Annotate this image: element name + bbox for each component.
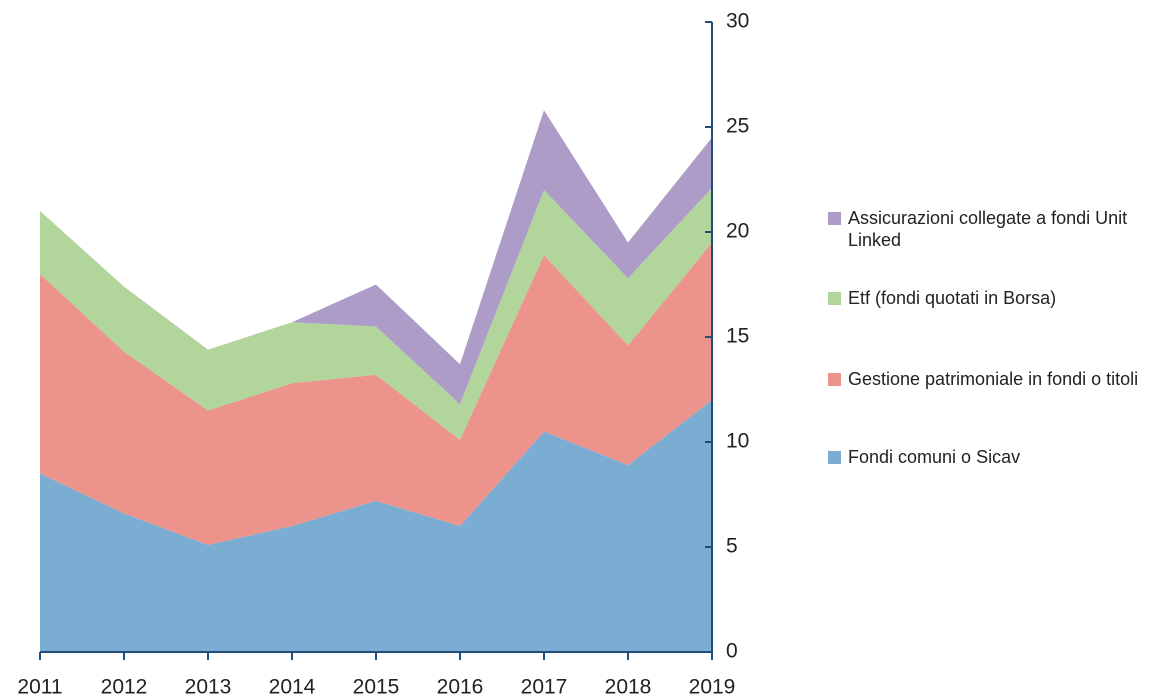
legend-swatch	[828, 212, 841, 225]
x-tick-label: 2011	[17, 676, 62, 699]
area	[40, 110, 712, 405]
legend-label: Fondi comuni o Sicav	[848, 447, 1021, 467]
y-tick-label: 20	[726, 220, 749, 243]
x-tick-label: 2019	[689, 676, 736, 699]
legend-item: Assicurazioni collegate a fondi Unit Lin…	[828, 207, 1148, 251]
y-tick-label: 25	[726, 115, 749, 138]
legend-swatch	[828, 292, 841, 305]
legend-item: Etf (fondi quotati in Borsa)	[828, 287, 1148, 309]
y-tick-label: 15	[726, 325, 749, 348]
y-tick-label: 0	[726, 640, 738, 663]
legend-label: Gestione patrimoniale in fondi o titoli	[848, 369, 1139, 389]
y-tick-label: 10	[726, 430, 749, 453]
x-tick-label: 2016	[437, 676, 484, 699]
x-tick-label: 2015	[353, 676, 400, 699]
legend-swatch	[828, 451, 841, 464]
legend-label: Etf (fondi quotati in Borsa)	[848, 288, 1057, 308]
legend-label: Assicurazioni collegate a fondi Unit Lin…	[848, 208, 1128, 250]
legend-item: Gestione patrimoniale in fondi o titoli	[828, 368, 1148, 390]
area	[40, 187, 712, 440]
x-tick-label: 2018	[605, 676, 652, 699]
legend-item: Fondi comuni o Sicav	[828, 446, 1148, 468]
x-tick-label: 2014	[269, 676, 316, 699]
x-tick-label: 2012	[101, 676, 148, 699]
y-tick-label: 5	[726, 535, 738, 558]
x-tick-label: 2017	[521, 676, 568, 699]
y-tick-label: 30	[726, 10, 749, 33]
legend-swatch	[828, 373, 841, 386]
area	[40, 242, 712, 545]
area	[40, 400, 712, 652]
x-tick-label: 2013	[185, 676, 232, 699]
